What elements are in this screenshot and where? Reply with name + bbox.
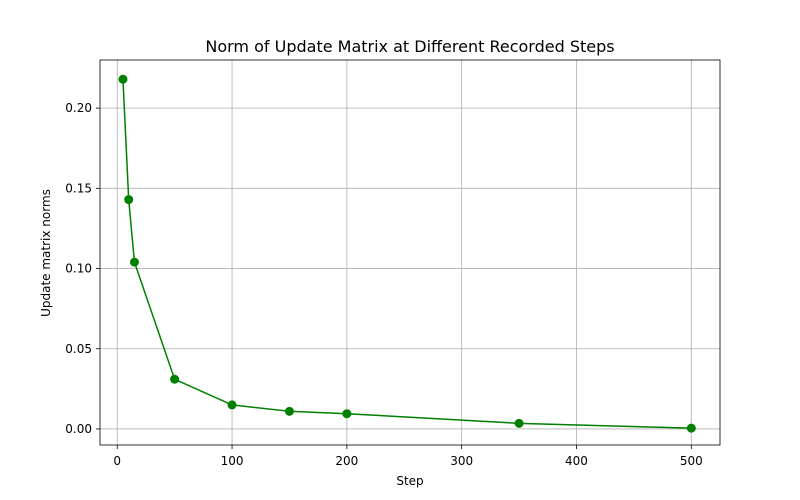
data-point [284, 406, 294, 416]
y-tick-label: 0.05 [65, 342, 92, 356]
data-point [514, 418, 524, 428]
data-point [342, 409, 352, 419]
x-axis-label: Step [396, 474, 423, 488]
data-point [686, 423, 696, 433]
grid [100, 60, 720, 445]
y-axis: 0.00 0.05 0.10 0.15 0.20 [65, 101, 100, 436]
x-tick-label: 300 [450, 454, 473, 468]
data-point [124, 195, 134, 205]
x-tick-label: 200 [335, 454, 358, 468]
x-tick-label: 0 [113, 454, 121, 468]
x-tick-label: 100 [221, 454, 244, 468]
data-point [170, 374, 180, 384]
chart-title: Norm of Update Matrix at Different Recor… [205, 37, 614, 56]
y-tick-label: 0.00 [65, 422, 92, 436]
axes-frame [99, 59, 721, 446]
x-axis: 0 100 200 300 400 500 [113, 445, 703, 468]
x-tick-label: 500 [680, 454, 703, 468]
y-axis-label: Update matrix norms [39, 189, 53, 317]
y-tick-label: 0.20 [65, 101, 92, 115]
data-point [118, 74, 128, 84]
data-point [227, 400, 237, 410]
x-tick-label: 400 [565, 454, 588, 468]
y-tick-label: 0.15 [65, 181, 92, 195]
data-point [129, 257, 139, 267]
plot-area [118, 74, 696, 433]
y-tick-label: 0.10 [65, 262, 92, 276]
